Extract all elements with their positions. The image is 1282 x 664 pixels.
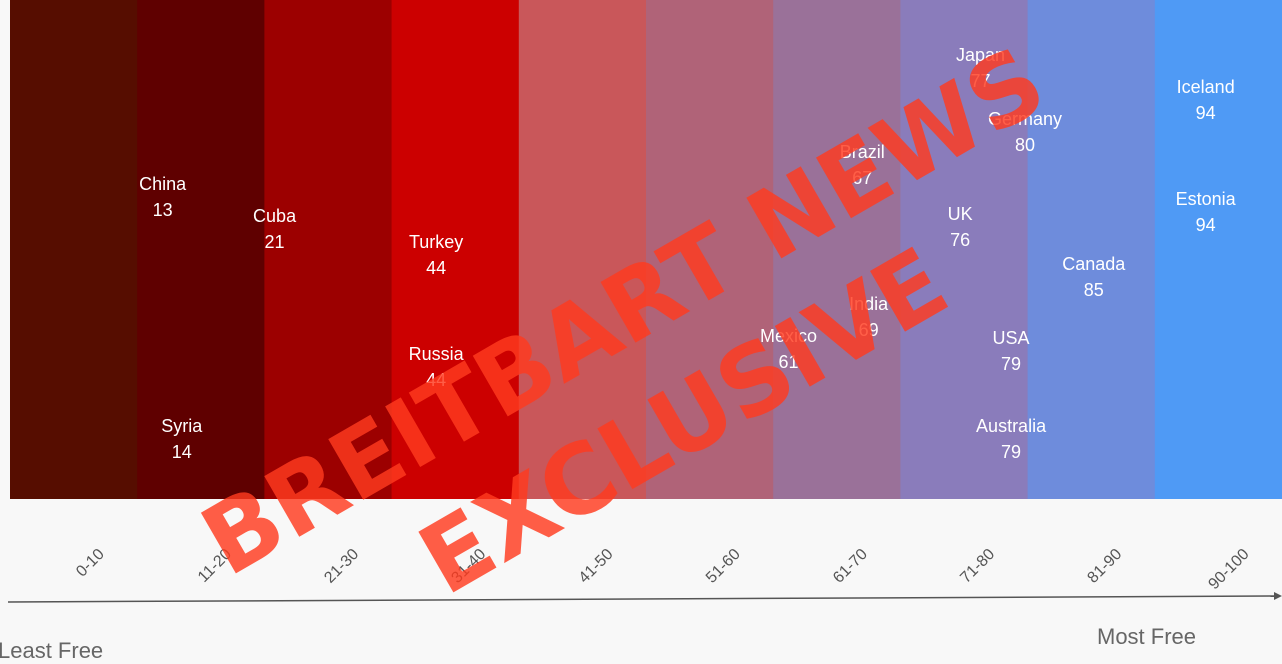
country-score: 69 (859, 320, 879, 340)
band-90-100 (1154, 0, 1282, 499)
country-name: Cuba (253, 206, 297, 226)
country-name: Germany (988, 109, 1062, 129)
tick-label: 41-50 (576, 546, 617, 587)
country-name: Syria (161, 416, 203, 436)
least-free-label: Least Free (0, 638, 104, 663)
band-31-40 (391, 0, 520, 499)
country-label: UK 76 (948, 204, 973, 250)
country-name: Estonia (1176, 189, 1237, 209)
country-name: Turkey (409, 232, 463, 252)
band-41-50 (518, 0, 647, 499)
country-label: Iceland 94 (1177, 77, 1235, 123)
tick-label: 61-70 (830, 546, 871, 587)
tick-label: 90-100 (1205, 546, 1252, 593)
country-score: 94 (1196, 103, 1216, 123)
tick-label: 81-90 (1084, 546, 1125, 587)
band-21-30 (264, 0, 393, 499)
tick-label: 21-30 (321, 546, 362, 587)
country-label: Russia 44 (409, 344, 465, 390)
country-score: 76 (950, 230, 970, 250)
country-label: Mexico 61 (760, 326, 817, 372)
country-score: 61 (778, 352, 798, 372)
country-labels: China 13 Syria 14 Cuba 21 Turkey 44 Russia 44 Braz… (139, 45, 1237, 462)
country-name: Australia (976, 416, 1047, 436)
country-name: UK (948, 204, 973, 224)
country-label: Estonia 94 (1176, 189, 1237, 235)
country-label: Syria 14 (161, 416, 203, 462)
tick-label: 51-60 (703, 546, 744, 587)
country-label: Cuba 21 (253, 206, 297, 252)
country-score: 14 (172, 442, 192, 462)
band-61-70 (773, 0, 901, 499)
country-score: 67 (852, 168, 872, 188)
band-71-80 (900, 0, 1029, 499)
country-label: Turkey 44 (409, 232, 463, 278)
country-name: Canada (1062, 254, 1126, 274)
freedom-axis-line (7, 595, 1277, 603)
country-name: Brazil (840, 142, 885, 162)
country-score: 21 (265, 232, 285, 252)
country-score: 79 (1001, 442, 1021, 462)
country-label: USA 79 (993, 328, 1030, 374)
country-label: Germany 80 (988, 109, 1062, 155)
country-name: China (139, 174, 187, 194)
country-score: 44 (426, 370, 446, 390)
country-label: Brazil 67 (840, 142, 885, 188)
band-51-60 (646, 0, 774, 499)
axis-arrowhead (1274, 592, 1282, 600)
score-bands (10, 0, 1282, 499)
tick-label: 71-80 (957, 546, 998, 587)
country-label: Japan 77 (956, 45, 1005, 91)
country-name: Iceland (1177, 77, 1235, 97)
country-score: 79 (1001, 354, 1021, 374)
country-name: Japan (956, 45, 1005, 65)
band-11-20 (137, 0, 265, 499)
country-label: Australia 79 (976, 416, 1047, 462)
country-name: Russia (409, 344, 465, 364)
country-score: 77 (971, 71, 991, 91)
country-name: India (849, 294, 889, 314)
country-score: 13 (153, 200, 173, 220)
country-name: USA (993, 328, 1030, 348)
country-score: 85 (1084, 280, 1104, 300)
country-name: Mexico (760, 326, 817, 346)
country-label: China 13 (139, 174, 187, 220)
band-0-10 (10, 0, 138, 499)
country-score: 80 (1015, 135, 1035, 155)
country-score: 44 (426, 258, 446, 278)
band-81-90 (1027, 0, 1156, 499)
tick-label: 0-10 (73, 546, 108, 581)
country-label: Canada 85 (1062, 254, 1126, 300)
most-free-label: Most Free (1097, 624, 1197, 649)
country-label: India 69 (849, 294, 889, 340)
country-score: 94 (1196, 215, 1216, 235)
